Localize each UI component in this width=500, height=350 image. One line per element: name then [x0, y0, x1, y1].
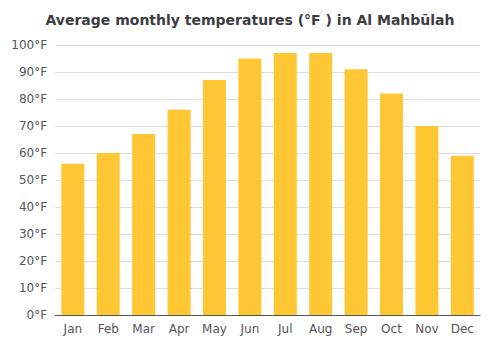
svg-text:Average monthly temperatures (: Average monthly temperatures (°F ) in Al…	[45, 12, 454, 28]
svg-text:20°F: 20°F	[19, 254, 47, 268]
svg-text:May: May	[202, 322, 227, 336]
svg-text:Nov: Nov	[415, 322, 438, 336]
svg-text:Feb: Feb	[98, 322, 119, 336]
svg-text:Oct: Oct	[381, 322, 402, 336]
svg-text:Mar: Mar	[132, 322, 155, 336]
svg-text:Dec: Dec	[451, 322, 474, 336]
svg-text:100°F: 100°F	[11, 38, 47, 52]
svg-text:70°F: 70°F	[19, 119, 47, 133]
svg-text:40°F: 40°F	[19, 200, 47, 214]
svg-text:50°F: 50°F	[19, 173, 47, 187]
svg-text:Jul: Jul	[277, 322, 292, 336]
svg-text:Aug: Aug	[309, 322, 332, 336]
svg-text:Jan: Jan	[63, 322, 83, 336]
svg-text:90°F: 90°F	[19, 65, 47, 79]
svg-text:0°F: 0°F	[27, 308, 48, 322]
svg-text:10°F: 10°F	[19, 281, 47, 295]
svg-text:60°F: 60°F	[19, 146, 47, 160]
svg-text:Jun: Jun	[239, 322, 259, 336]
svg-text:Sep: Sep	[345, 322, 368, 336]
svg-text:80°F: 80°F	[19, 92, 47, 106]
svg-text:Apr: Apr	[169, 322, 190, 336]
svg-text:30°F: 30°F	[19, 227, 47, 241]
